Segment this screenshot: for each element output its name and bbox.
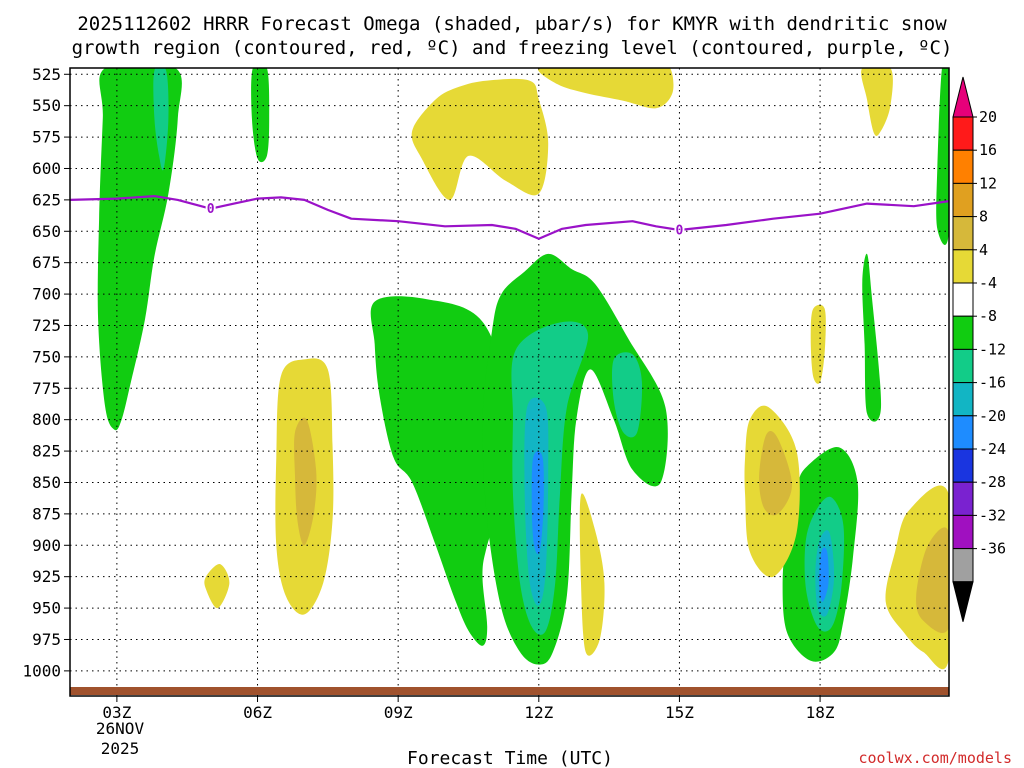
colorbar-top-arrow [952,76,974,118]
y-tick-label-600: 600 [32,159,61,178]
x-tick-label-15Z: 15Z [665,703,694,722]
colorbar-swatch-13 [952,548,974,583]
omega-region-8 [531,451,544,555]
x-axis: 03Z 06Z 09Z 12Z 15Z 18Z [102,696,835,722]
y-tick-label-700: 700 [32,285,61,304]
colorbar-bottom-arrow [952,581,974,622]
x-tick-label-06Z: 06Z [243,703,272,722]
omega-region-19 [204,564,230,609]
y-tick-label-975: 975 [32,630,61,649]
y-tick-label-950: 950 [32,599,61,618]
colorbar-swatch-1 [952,149,974,184]
y-tick-label-750: 750 [32,347,61,366]
colorbar-swatch-11 [952,481,974,516]
omega-region-18 [294,417,317,546]
colorbar-tick-label-4: 4 [979,241,988,259]
y-tick-label-875: 875 [32,504,61,523]
freezing-label-bg-1 [674,222,685,237]
y-tick-label-1000: 1000 [22,661,61,680]
ground-surface-band [70,687,949,695]
freezing-level-layer: 00 [70,195,949,240]
colorbar-swatch-10 [952,448,974,483]
colorbar-tick-label-2: 12 [979,174,997,192]
colorbar-swatch-2 [952,182,974,218]
omega-region-12 [819,547,829,602]
colorbar-swatch-0 [952,116,974,151]
date-label-day: 26NOV [96,719,145,738]
omega-region-26 [916,527,949,633]
colorbar-swatch-9 [952,415,974,450]
y-tick-label-925: 925 [32,567,61,586]
colorbar-tick-label-6: -8 [979,307,997,325]
colorbar-tick-label-3: 8 [979,208,988,226]
colorbar-swatch-7 [952,348,974,384]
y-tick-label-650: 650 [32,222,61,241]
colorbar-swatch-5 [952,282,974,317]
omega-region-23 [810,304,826,384]
y-tick-label-825: 825 [32,442,61,461]
x-tick-label-18Z: 18Z [806,703,835,722]
omega-region-2 [251,68,270,163]
colorbar-tick-label-9: -20 [979,407,1006,425]
x-tick-label-03Z: 03Z [102,703,131,722]
colorbar-swatch-8 [952,382,974,417]
colorbar-tick-label-0: 20 [979,108,997,126]
credit-text: coolwx.com/models [858,749,1012,767]
x-axis-label: Forecast Time (UTC) [407,748,613,768]
colorbar-tick-label-1: 16 [979,141,997,159]
omega-region-24 [861,68,893,137]
y-axis: 525 550 575 600 625 650 675 700 725 750 775 800 825 8… [22,65,70,680]
omega-region-15 [411,78,549,200]
colorbar-tick-label-7: -12 [979,340,1006,358]
omega-region-20 [579,493,605,656]
colorbar-tick-label-13: -36 [979,540,1006,558]
plot-area: 00 [69,67,950,697]
x-tick-label-09Z: 09Z [384,703,413,722]
colorbar-tick-label-5: -4 [979,274,997,292]
y-tick-label-550: 550 [32,96,61,115]
chart-title-line1: 2025112602 HRRR Forecast Omega (shaded, … [77,13,947,35]
colorbar-tick-label-10: -24 [979,440,1006,458]
chart-title-line2: growth region (contoured, red, ºC) and f… [72,37,953,59]
y-tick-label-900: 900 [32,536,61,555]
omega-region-22 [759,430,792,516]
freezing-level-label-0: 0 [207,202,215,217]
colorbar-tick-label-11: -28 [979,473,1006,491]
y-tick-label-625: 625 [32,190,61,209]
omega-region-16 [537,68,674,109]
colorbar: 20 16 12 8 4 -4 -8 -12 -16 -20 -24 -28 -32 -36 [952,76,1006,622]
colorbar-tick-label-8: -16 [979,374,1006,392]
colorbar-swatch-4 [952,249,974,284]
y-tick-label-850: 850 [32,473,61,492]
colorbar-swatch-6 [952,315,974,350]
y-tick-label-525: 525 [32,65,61,84]
colorbar-tick-label-12: -32 [979,506,1006,524]
y-tick-label-800: 800 [32,410,61,429]
grid-layer [70,68,949,696]
y-tick-label-675: 675 [32,253,61,272]
y-tick-label-575: 575 [32,128,61,147]
date-label-year: 2025 [101,739,140,758]
plot-frame [69,67,950,697]
omega-region-3 [370,296,513,646]
colorbar-swatch-12 [952,514,974,550]
omega-contour-layer [97,68,949,670]
omega-region-6 [611,352,643,438]
colorbar-swatch-3 [952,216,974,251]
y-tick-label-725: 725 [32,316,61,335]
x-tick-label-12Z: 12Z [524,703,553,722]
freezing-level-label-1: 0 [676,224,684,239]
omega-region-13 [862,253,882,422]
freezing-level-line [70,195,949,240]
y-tick-label-775: 775 [32,379,61,398]
omega-region-1 [153,68,169,171]
freezing-label-bg-0 [205,200,216,215]
